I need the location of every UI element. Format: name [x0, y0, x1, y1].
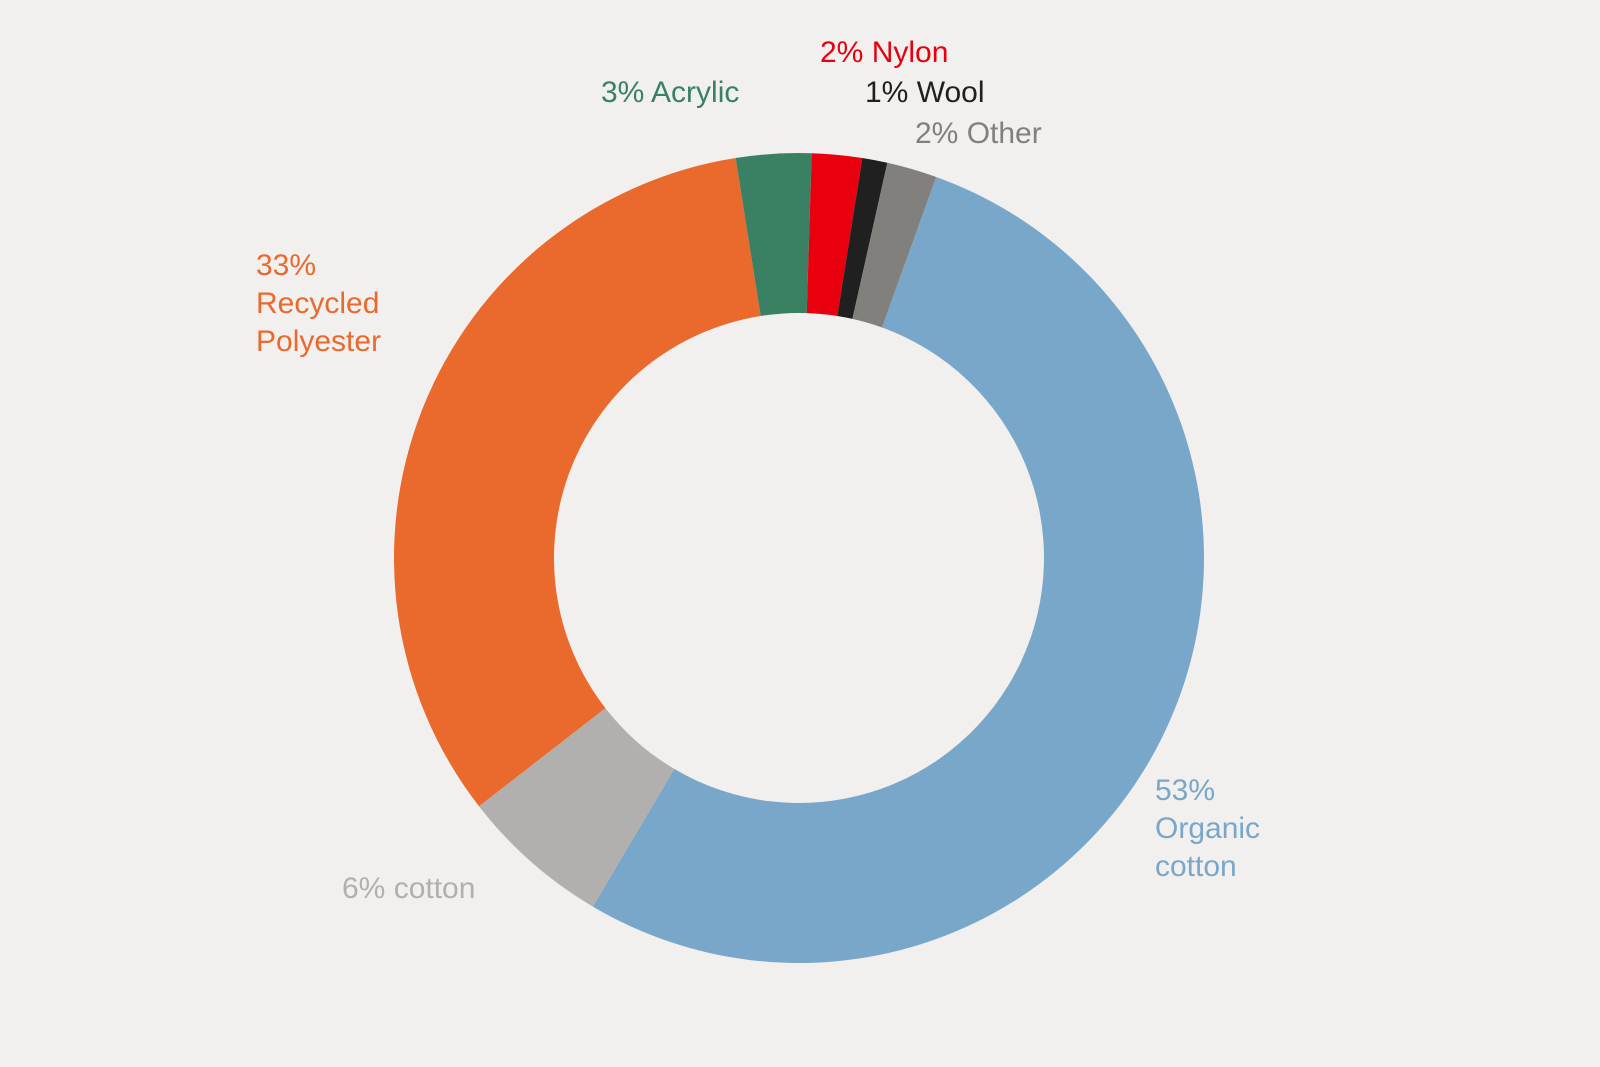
- slice-label-wool: 1% Wool: [865, 76, 985, 109]
- donut-slice-wool: [837, 157, 888, 319]
- slice-label-recycled-polyester: 33% Recycled Polyester: [256, 249, 382, 358]
- slice-label-acrylic: 3% Acrylic: [601, 76, 740, 109]
- donut-slice-other: [852, 162, 937, 328]
- donut-slice-organic: [592, 176, 1204, 963]
- donut-slice-cotton: [478, 708, 675, 907]
- slice-label-nylon: 2% Nylon: [820, 36, 949, 69]
- donut-slice-recycled: [394, 157, 761, 807]
- slice-label-organic-cotton: 53% Organic cotton: [1155, 774, 1261, 883]
- slice-label-other: 2% Other: [915, 117, 1042, 150]
- slice-label-cotton: 6% cotton: [342, 872, 476, 905]
- donut-slice-nylon: [806, 153, 863, 317]
- donut-slice-acrylic: [735, 153, 812, 317]
